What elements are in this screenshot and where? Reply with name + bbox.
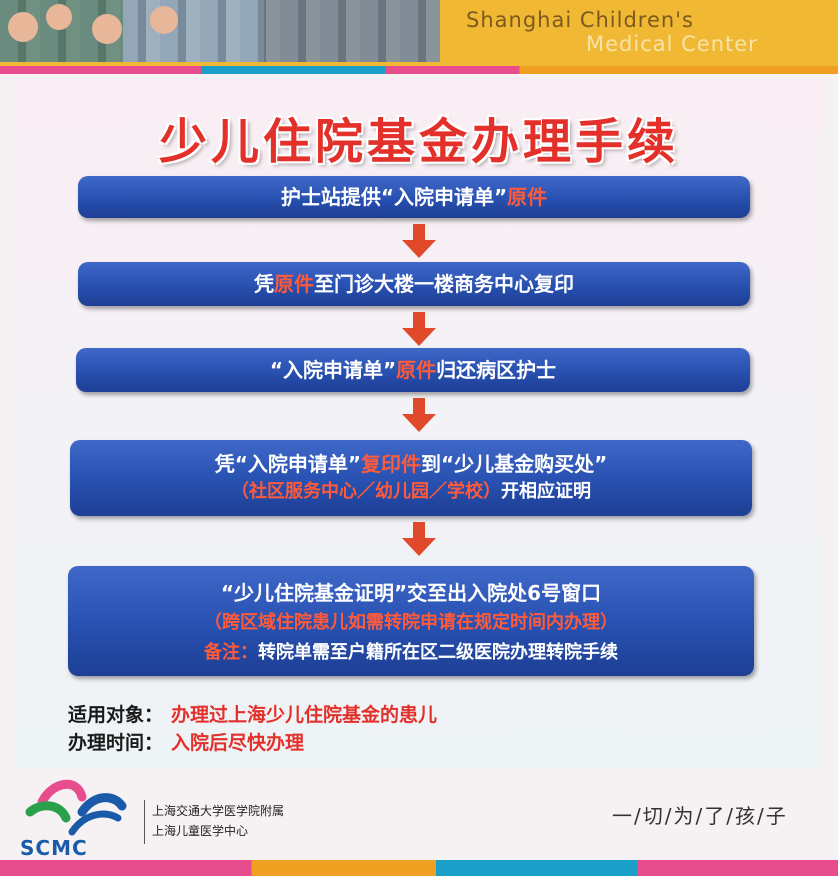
step-5-note-text: 转院单需至户籍所在区二级医院办理转院手续 xyxy=(258,642,618,663)
bottom-color-bar xyxy=(0,860,838,876)
step-5-note-label: 备注： xyxy=(204,642,258,663)
step-4: 凭“入院申请单”复印件到“少儿基金购买处” （社区服务中心／幼儿园／学校）开相应… xyxy=(70,440,752,516)
step-2-text-a: 凭 xyxy=(254,272,274,296)
step-2: 凭原件至门诊大楼一楼商务中心复印 xyxy=(78,262,750,306)
page-title: 少儿住院基金办理手续 xyxy=(158,114,679,170)
header-banner: Shanghai Children's Medical Center xyxy=(0,0,838,72)
top-color-bar xyxy=(0,66,838,74)
down-arrow-icon xyxy=(402,522,436,556)
step-4-text-c: 开相应证明 xyxy=(501,481,591,502)
scmc-logo-icon xyxy=(25,779,127,836)
header-photo xyxy=(0,0,440,62)
step-5-line2: （跨区域住院患儿如需转院申请在规定时间内办理） xyxy=(204,612,618,633)
down-arrow-icon xyxy=(402,312,436,346)
step-5-line1: “少儿住院基金证明”交至出入院处6号窗口 xyxy=(220,581,602,605)
slogan: 一/切/为/了/孩/子 xyxy=(612,804,788,828)
header-title-line2: Medical Center xyxy=(586,32,758,56)
step-2-text-b: 至门诊大楼一楼商务中心复印 xyxy=(314,272,574,296)
info-target-value: 办理过上海少儿住院基金的患儿 xyxy=(171,704,438,726)
logo-text: SCMC xyxy=(20,836,88,860)
info-time: 办理时间： 入院后尽快办理 xyxy=(68,728,304,755)
info-time-value: 入院后尽快办理 xyxy=(171,732,305,754)
step-4-highlight: 复印件 xyxy=(361,452,421,476)
header-title: Shanghai Children's Medical Center xyxy=(466,8,758,56)
down-arrow-icon xyxy=(402,224,436,258)
step-1: 护士站提供“入院申请单”原件 xyxy=(78,176,750,218)
step-4-text-a: 凭“入院申请单” xyxy=(214,452,361,476)
institution-line2: 上海儿童医学中心 xyxy=(152,824,249,838)
info-target: 适用对象： 办理过上海少儿住院基金的患儿 xyxy=(68,700,437,727)
step-3: “入院申请单”原件归还病区护士 xyxy=(76,348,750,392)
info-target-label: 适用对象： xyxy=(68,704,164,726)
footer-divider xyxy=(144,800,145,844)
step-1-text: 护士站提供“入院申请单” xyxy=(280,185,508,209)
step-1-highlight: 原件 xyxy=(507,185,548,209)
header-title-line1: Shanghai Children's xyxy=(466,8,694,32)
step-3-text-b: 归还病区护士 xyxy=(436,358,557,382)
step-3-highlight: 原件 xyxy=(396,358,437,382)
step-3-text-a: “入院申请单” xyxy=(269,358,397,382)
institution-line1: 上海交通大学医学院附属 xyxy=(152,804,285,818)
down-arrow-icon xyxy=(402,398,436,432)
step-2-highlight: 原件 xyxy=(274,272,314,296)
step-4-locations: （社区服务中心／幼儿园／学校） xyxy=(231,481,501,502)
step-4-text-b: 到“少儿基金购买处” xyxy=(421,452,608,476)
info-time-label: 办理时间： xyxy=(68,732,164,754)
step-5: “少儿住院基金证明”交至出入院处6号窗口 （跨区域住院患儿如需转院申请在规定时间… xyxy=(68,566,754,676)
